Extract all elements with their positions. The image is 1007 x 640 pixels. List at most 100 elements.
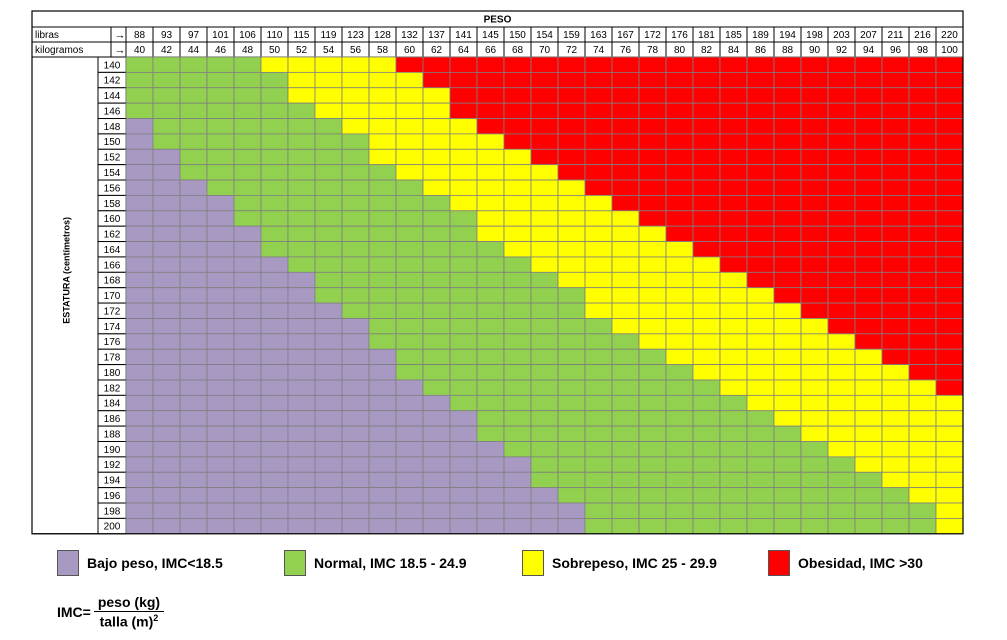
bmi-cell: [179, 471, 208, 489]
bmi-cell: [152, 394, 181, 412]
bmi-cell: [746, 87, 775, 104]
bmi-cell: [422, 502, 451, 519]
header-value: 181: [698, 30, 715, 41]
bmi-cell: [260, 271, 289, 289]
bmi-cell: [665, 364, 694, 381]
bmi-cell: [395, 210, 424, 227]
bmi-cell: [584, 379, 613, 396]
bmi-cell: [179, 333, 208, 350]
bmi-cell: [314, 148, 343, 166]
bmi-cell: [260, 518, 289, 535]
bmi-chart: PESO libras → 88 93 97 101 106 110 115 119 123 128 13…: [31, 10, 964, 535]
bmi-cell: [395, 148, 424, 166]
bmi-cell: [395, 333, 424, 350]
bmi-cell: [638, 148, 667, 166]
bmi-cell: [503, 302, 532, 319]
bmi-cell: [125, 287, 154, 304]
bmi-cell: [287, 364, 316, 381]
bmi-cell: [746, 210, 775, 227]
bmi-cell: [827, 210, 856, 227]
bmi-cell: [503, 379, 532, 396]
bmi-cell: [611, 348, 640, 366]
bmi-cell: [233, 518, 262, 535]
bmi-cell: [881, 71, 910, 89]
header-value: 50: [269, 45, 281, 56]
bmi-cell: [908, 502, 937, 519]
bmi-cell: [179, 210, 208, 227]
bmi-cell: [773, 256, 802, 273]
bmi-cell: [449, 394, 478, 412]
bmi-cell: [422, 425, 451, 442]
bmi-cell: [584, 241, 613, 258]
bmi-cell: [557, 425, 586, 442]
bmi-cell: [800, 148, 829, 166]
bmi-cell: [638, 271, 667, 289]
bmi-cell: [368, 456, 397, 473]
bmi-cell: [665, 148, 694, 166]
bmi-cell: [584, 271, 613, 289]
bmi-cell: [557, 87, 586, 104]
bmi-cell: [233, 241, 262, 258]
bmi-cell: [935, 348, 964, 366]
bmi-cell: [260, 471, 289, 489]
bmi-cell: [449, 302, 478, 319]
bmi-cell: [152, 302, 181, 319]
bmi-cell: [206, 71, 235, 89]
bmi-cell: [287, 87, 316, 104]
header-value: 84: [728, 45, 740, 56]
bmi-cell: [368, 241, 397, 258]
bmi-cell: [611, 502, 640, 519]
bmi-cell: [422, 148, 451, 166]
bmi-cell: [341, 102, 370, 119]
bmi-cell: [773, 241, 802, 258]
bmi-cell: [125, 102, 154, 119]
bmi-cell: [557, 471, 586, 489]
bmi-cell: [341, 164, 370, 181]
bmi-cell: [584, 256, 613, 273]
row-label: 162: [104, 230, 121, 241]
bmi-cell: [746, 471, 775, 489]
bmi-cell: [854, 210, 883, 227]
bmi-cell: [692, 56, 721, 73]
bmi-cell: [287, 410, 316, 427]
bmi-cell: [692, 87, 721, 104]
bmi-cell: [422, 471, 451, 489]
header-value: 54: [323, 45, 335, 56]
bmi-cell: [827, 241, 856, 258]
legend-swatch-sobrepeso: [522, 550, 544, 576]
bmi-cell: [530, 179, 559, 196]
legend-item-obesidad: Obesidad, IMC >30: [768, 547, 923, 579]
bmi-cell: [233, 164, 262, 181]
legend-item-normal: Normal, IMC 18.5 - 24.9: [284, 547, 467, 579]
bmi-cell: [530, 302, 559, 319]
bmi-cell: [449, 333, 478, 350]
bmi-cell: [692, 518, 721, 535]
bmi-cell: [368, 164, 397, 181]
bmi-cell: [881, 256, 910, 273]
bmi-cell: [800, 456, 829, 473]
bmi-cell: [611, 87, 640, 104]
bmi-cell: [341, 502, 370, 519]
header-value: 90: [809, 45, 821, 56]
header-value: 68: [512, 45, 524, 56]
bmi-cell: [557, 441, 586, 458]
bmi-cell: [800, 256, 829, 273]
bmi-cell: [233, 56, 262, 73]
bmi-cell: [260, 441, 289, 458]
bmi-cell: [719, 56, 748, 73]
bmi-cell: [503, 195, 532, 212]
bmi-cell: [179, 502, 208, 519]
bmi-cell: [503, 71, 532, 89]
bmi-cell: [152, 256, 181, 273]
bmi-cell: [530, 164, 559, 181]
bmi-cell: [800, 394, 829, 412]
bmi-cell: [827, 502, 856, 519]
bmi-cell: [692, 394, 721, 412]
bmi-cell: [719, 502, 748, 519]
bmi-cell: [557, 118, 586, 135]
bmi-cell: [449, 195, 478, 212]
bmi-cell: [368, 518, 397, 535]
bmi-cell: [152, 410, 181, 427]
bmi-cell: [827, 164, 856, 181]
bmi-cell: [125, 518, 154, 535]
